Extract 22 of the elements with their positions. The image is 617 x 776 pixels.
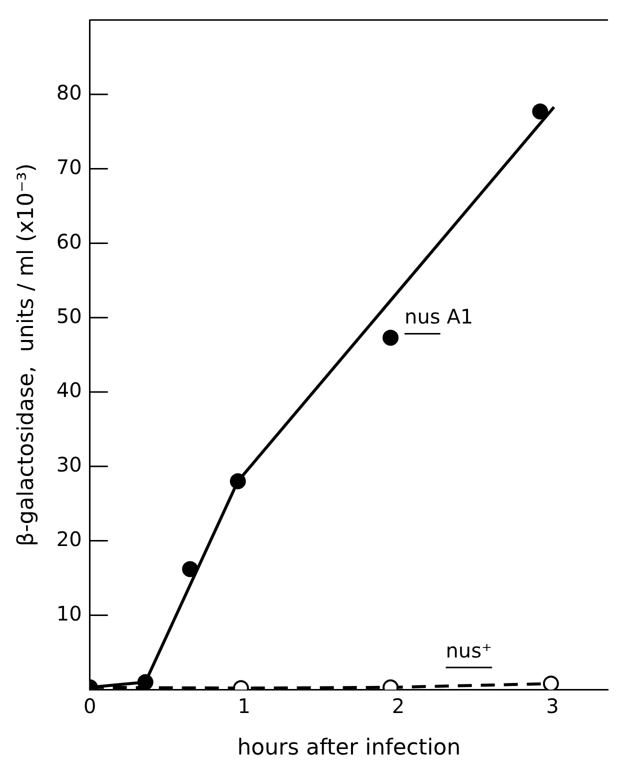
y-tick-label: 40 (56, 378, 82, 402)
x-tick-label: 3 (546, 694, 559, 718)
y-tick-label: 10 (56, 601, 82, 626)
point (182, 561, 198, 578)
y-tick-label: 20 (56, 527, 82, 552)
series-label: nus⁺ (446, 638, 492, 663)
point (137, 674, 154, 690)
y-tick-label: 30 (56, 452, 82, 477)
y-tick-label: 80 (56, 80, 82, 105)
point (532, 104, 548, 120)
y-tick-label: 50 (56, 304, 82, 328)
point (382, 330, 399, 346)
x-axis-title: hours after infection (237, 736, 461, 761)
series-label: nus A1 (404, 304, 474, 329)
x-tick-label: 0 (83, 694, 96, 718)
point (230, 473, 246, 490)
y-axis-title: β-galactosidase, units / ml (x10⁻³) (14, 163, 39, 546)
x-tick-label: 1 (238, 694, 250, 718)
x-tick-label: 2 (392, 694, 405, 718)
y-tick-label: 60 (56, 229, 82, 254)
y-tick-label: 70 (56, 155, 82, 180)
point (542, 676, 559, 690)
